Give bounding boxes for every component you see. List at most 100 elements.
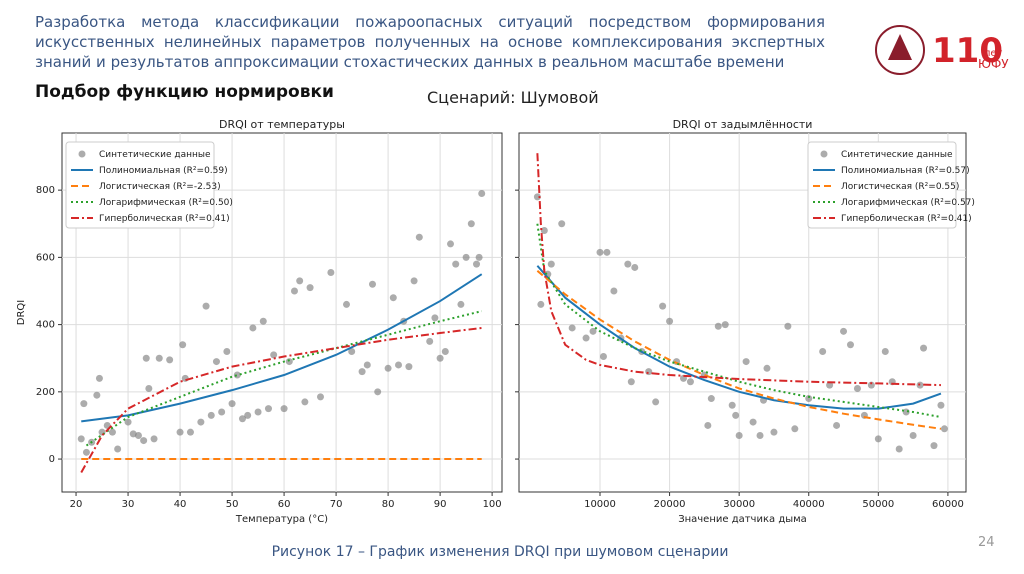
x-tick-label: 70 (330, 499, 343, 510)
scatter-point (860, 411, 868, 419)
scatter-point (95, 374, 103, 382)
scatter-point (819, 347, 827, 355)
slide-title: Разработка метода классификации пожарооп… (35, 13, 825, 71)
scatter-point (426, 337, 434, 345)
scatter-point (749, 418, 757, 426)
scatter-point (384, 364, 392, 372)
scatter-point (652, 398, 660, 406)
scatter-point (846, 341, 854, 349)
scatter-point (544, 270, 552, 278)
scatter-point (627, 378, 635, 386)
scatter-point (150, 435, 158, 443)
y-axis-label: DRQI (16, 300, 27, 325)
legend-label: Синтетические данные (99, 150, 211, 160)
scatter-point (540, 226, 548, 234)
legend-label: Логистическая (R²=0.55) (841, 182, 959, 192)
scatter-point (285, 358, 293, 366)
scatter-point (103, 421, 111, 429)
scatter-point (840, 327, 848, 335)
legend-label: Гиперболическая (R²=0.41) (99, 214, 230, 224)
scatter-point (270, 351, 278, 359)
scatter-point (415, 233, 423, 241)
scatter-point (853, 384, 861, 392)
scatter-point (673, 358, 681, 366)
scatter-point (348, 347, 356, 355)
scatter-point (142, 354, 150, 362)
scatter-point (80, 400, 88, 408)
scatter-point (238, 415, 246, 423)
scatter-point (902, 408, 910, 416)
fit-line (536, 265, 942, 410)
scatter-point (916, 381, 924, 389)
scatter-point (342, 300, 350, 308)
plot-marks (77, 190, 486, 473)
scatter-point (909, 432, 917, 440)
logo-number: 110 (932, 31, 1003, 71)
scatter-point (704, 421, 712, 429)
y-tick-label: 200 (36, 387, 55, 398)
fit-line (536, 153, 941, 387)
scatter-point (833, 421, 841, 429)
scatter-point (410, 277, 418, 285)
scatter-point (374, 388, 382, 396)
scatter-point (714, 322, 722, 330)
scatter-point (228, 400, 236, 408)
scatter-point (88, 438, 96, 446)
scatter-point (582, 334, 590, 342)
scatter-point (603, 248, 611, 256)
scatter-point (431, 314, 439, 322)
slide-subtitle: Подбор функцию нормировки (35, 82, 334, 102)
scatter-point (732, 411, 740, 419)
legend-box (65, 141, 215, 229)
plot-area (61, 132, 503, 493)
scatter-point (202, 302, 210, 310)
scatter-point (624, 260, 632, 268)
scatter-point (478, 190, 486, 198)
scatter-point (166, 356, 174, 364)
chart-title: DRQI от температуры (219, 118, 345, 131)
y-tick-label: 0 (49, 454, 55, 465)
scatter-point (707, 395, 715, 403)
scatter-point (368, 280, 376, 288)
scatter-point (327, 268, 335, 276)
x-tick-label: 90 (434, 499, 447, 510)
scatter-point (805, 395, 813, 403)
scatter-point (129, 430, 137, 438)
scatter-point (186, 428, 194, 436)
scatter-point (197, 418, 205, 426)
emblem (875, 25, 925, 75)
legend-label: Полиномиальная (R²=0.59) (99, 166, 228, 176)
legend-marker (78, 150, 86, 158)
x-tick-label: 80 (382, 499, 395, 510)
scatter-point (457, 300, 465, 308)
scatter-point (108, 428, 116, 436)
scatter-point (134, 432, 142, 440)
scatter-point (888, 378, 896, 386)
scatter-point (290, 287, 298, 295)
scatter-point (735, 432, 743, 440)
scatter-point (447, 240, 455, 248)
x-tick-label: 30 (122, 499, 135, 510)
scatter-point (826, 381, 834, 389)
x-tick-label: 100 (483, 499, 502, 510)
scatter-point (881, 347, 889, 355)
scatter-point (280, 405, 288, 413)
scatter-point (728, 401, 736, 409)
legend-box (807, 141, 957, 229)
x-tick-label: 30000 (723, 499, 755, 510)
scatter-point (223, 347, 231, 355)
scatter-point (389, 294, 397, 302)
x-tick-label: 40 (174, 499, 187, 510)
scatter-point (537, 300, 545, 308)
scatter-point (98, 428, 106, 436)
scatter-point (181, 374, 189, 382)
page-number: 24 (978, 535, 995, 550)
x-tick-label: 20000 (654, 499, 686, 510)
scatter-point (631, 263, 639, 271)
scatter-point (475, 253, 483, 261)
scatter-point (363, 361, 371, 369)
scatter-point (207, 411, 215, 419)
fit-line (536, 270, 942, 430)
scatter-point (867, 381, 875, 389)
